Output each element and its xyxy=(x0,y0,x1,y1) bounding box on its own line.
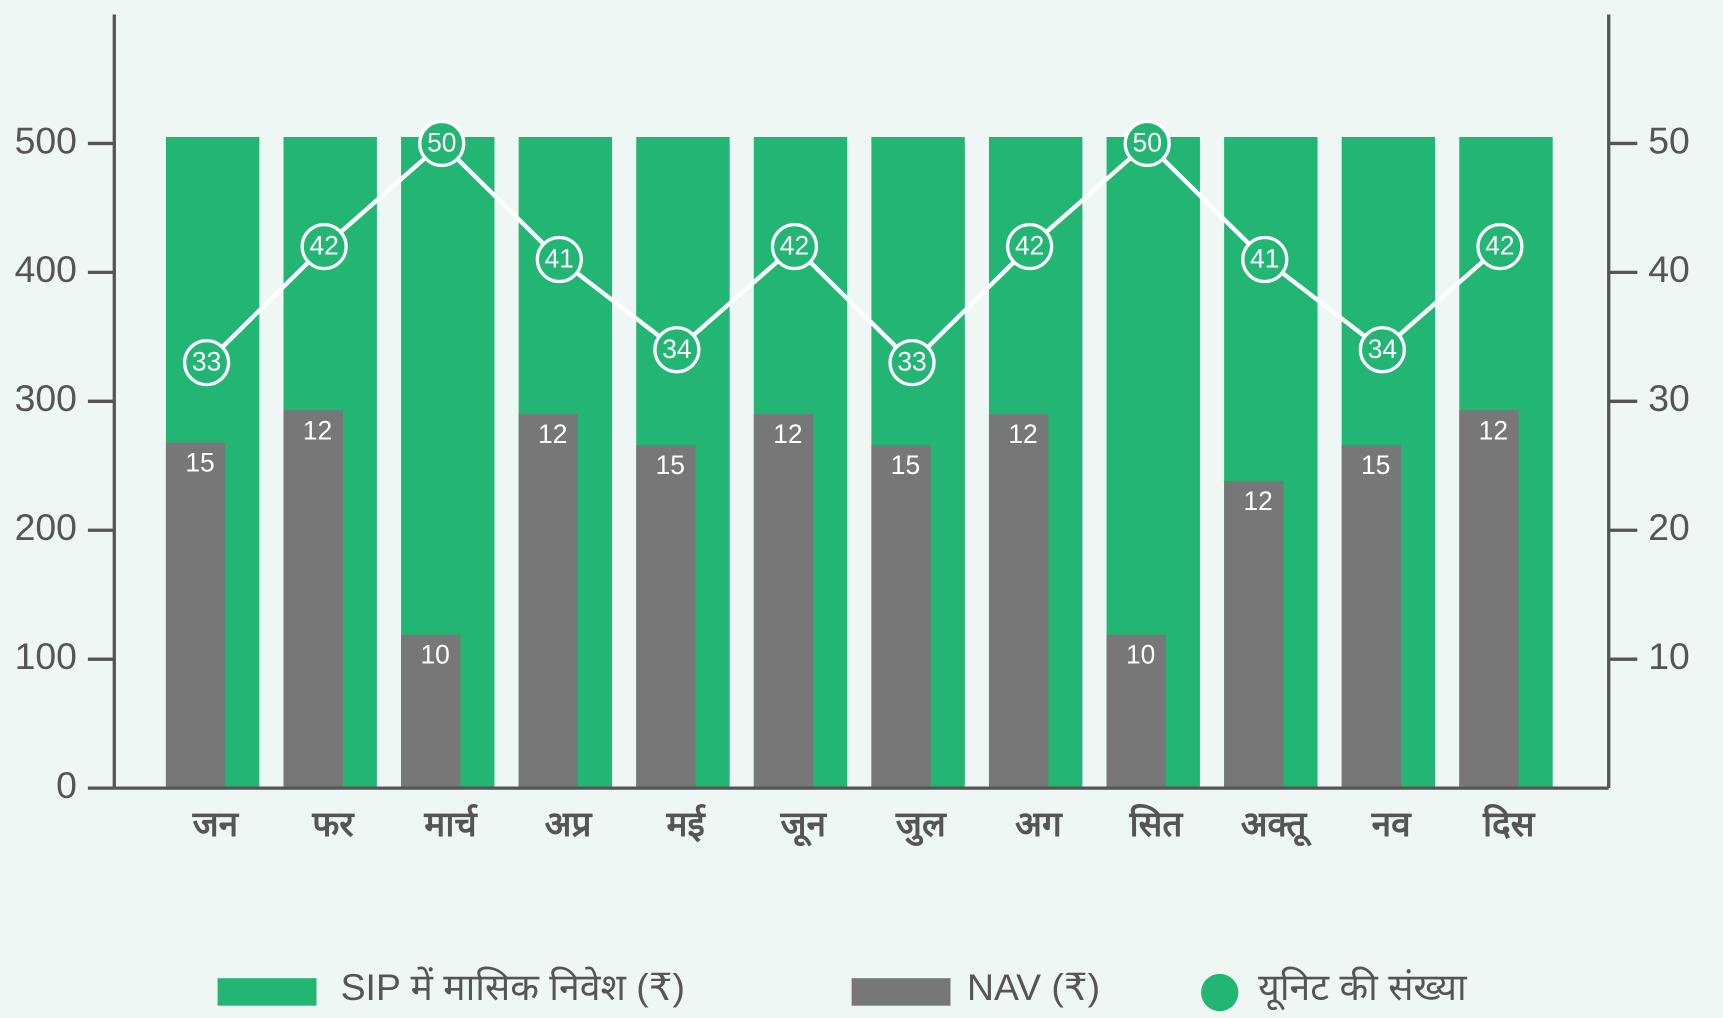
line-label: 50 xyxy=(1133,128,1162,158)
bar-label: 15 xyxy=(185,448,214,478)
legend-label: NAV (₹) xyxy=(967,966,1100,1008)
y2-tick-label: 10 xyxy=(1648,635,1690,677)
bar-label: 12 xyxy=(1244,486,1273,516)
bar xyxy=(988,414,1049,789)
bar-label: 12 xyxy=(538,419,567,449)
plot-area: 15 12 10 12 15 12 15 12 10 12 15 12 0 100 200 300 400 500… xyxy=(15,14,1690,847)
x-tick-label: जून xyxy=(779,805,827,847)
y-tick-label: 400 xyxy=(15,248,77,290)
line-marker xyxy=(300,222,348,271)
bar xyxy=(1106,634,1166,789)
line-label: 42 xyxy=(1015,231,1044,261)
x-tick-label: फर xyxy=(311,805,355,844)
bar xyxy=(165,442,226,789)
bar-label: 15 xyxy=(656,450,685,480)
x-tick-label: मई xyxy=(666,803,707,844)
bar xyxy=(1341,445,1402,789)
line-marker xyxy=(1123,119,1171,168)
x-tick-label: दिस xyxy=(1482,803,1536,844)
line-label: 34 xyxy=(662,334,691,364)
bar xyxy=(753,414,814,789)
bar-label: 12 xyxy=(773,419,802,449)
bar-label: 10 xyxy=(1126,640,1155,670)
y2-tick-label: 30 xyxy=(1648,377,1690,419)
line-marker xyxy=(182,339,231,387)
bar-label: 10 xyxy=(420,640,449,670)
line-label: 42 xyxy=(1485,231,1514,261)
x-tick-label: जुल xyxy=(895,805,947,846)
line-marker xyxy=(888,339,936,387)
bar-label: 12 xyxy=(1008,419,1037,449)
legend-swatch xyxy=(217,978,317,1006)
line-label: 33 xyxy=(897,347,926,377)
legend-label: SIP में मासिक निवेश (₹) xyxy=(341,966,685,1008)
y2-tick-label: 50 xyxy=(1648,119,1690,161)
legend-swatch xyxy=(851,978,951,1006)
line-marker xyxy=(1005,222,1054,271)
line-label: 41 xyxy=(1250,244,1279,274)
line-marker xyxy=(770,222,819,271)
line-marker xyxy=(1476,222,1524,271)
y-tick-label: 0 xyxy=(56,764,77,806)
x-tick-label: सित xyxy=(1129,803,1185,844)
line-label: 33 xyxy=(192,347,221,377)
line-label: 42 xyxy=(780,231,809,261)
line-marker xyxy=(535,235,583,284)
x-tick-label: अक्तू xyxy=(1241,805,1313,847)
legend: SIP में मासिक निवेश (₹) NAV (₹) यूनिट की स… xyxy=(217,966,1468,1012)
bar xyxy=(401,634,461,789)
bar xyxy=(871,445,931,789)
line-marker xyxy=(1358,326,1406,374)
line xyxy=(205,140,1502,366)
bar-label: 12 xyxy=(1479,415,1508,445)
bar xyxy=(1459,410,1519,789)
bar xyxy=(283,410,343,789)
line-label: 50 xyxy=(427,128,456,158)
line-label: 41 xyxy=(545,244,574,274)
bar-label: 15 xyxy=(1361,450,1390,480)
legend-swatch xyxy=(1201,973,1239,1012)
line-marker xyxy=(653,326,701,374)
x-tick-label: अप्र xyxy=(545,805,594,844)
line-label: 42 xyxy=(309,231,338,261)
y2-tick-label: 20 xyxy=(1648,506,1690,548)
bar xyxy=(518,414,578,789)
y-tick-label: 500 xyxy=(15,119,77,161)
y2-tick-label: 40 xyxy=(1648,248,1690,290)
line-marker xyxy=(418,119,466,168)
bar-label: 12 xyxy=(303,415,332,445)
bar xyxy=(1224,481,1284,789)
y-tick-label: 200 xyxy=(15,506,77,548)
bar xyxy=(636,445,696,789)
line-marker xyxy=(1241,235,1289,284)
legend-label: यूनिट की संख्या xyxy=(1258,966,1468,1011)
y-tick-label: 100 xyxy=(15,635,77,677)
bar-label: 15 xyxy=(891,450,920,480)
y-tick-label: 300 xyxy=(15,377,77,419)
x-tick-label: जन xyxy=(192,805,240,844)
x-tick-label: मार्च xyxy=(423,803,478,844)
x-tick-label: अग xyxy=(1015,805,1063,844)
line-label: 34 xyxy=(1368,334,1397,364)
x-tick-label: नव xyxy=(1371,805,1413,844)
